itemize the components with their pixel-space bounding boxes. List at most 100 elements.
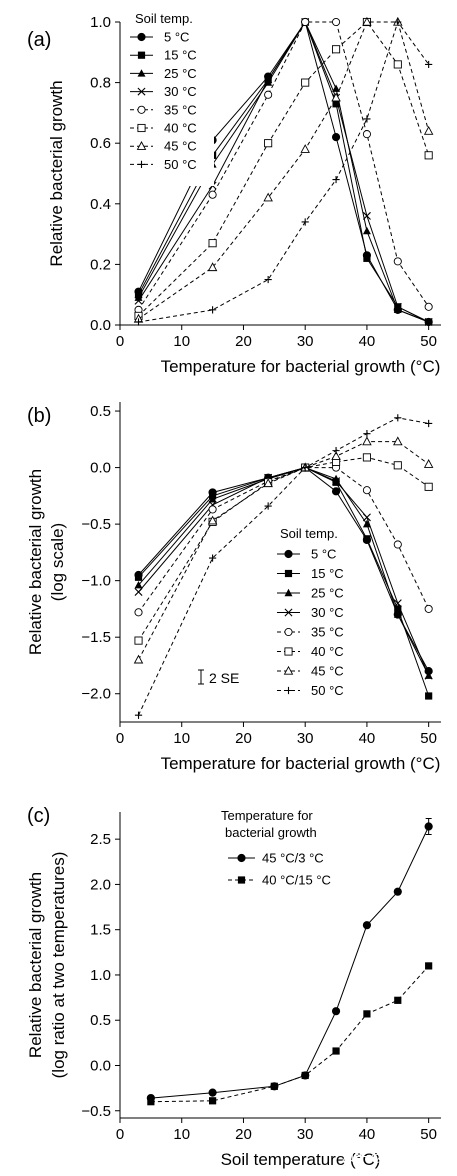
panel-b-data-point [423,459,434,468]
panel-b-data-point [133,654,144,664]
panel-b-data-point [424,671,433,680]
panel-a-x-axis-title: Temperature for bacterial growth (°C) [161,357,441,376]
panel-c-legend-title-2: bacterial growth [225,825,317,840]
panel-a-data-point [134,296,143,305]
panel-b-data-point [362,436,372,446]
panel-b-legend-entry: 50 °C [311,683,344,698]
panel-c-legend-bg [218,810,358,884]
panel-a-data-point [208,239,217,248]
panel-b-legend-entry: 5 °C [311,547,336,562]
panel-c-data-point [332,1047,340,1055]
panel-b-legend-marker [284,569,293,578]
panel-b-legend-marker [284,686,293,695]
panel-c-legend-marker [237,876,246,884]
panel-b-data-point [208,554,217,562]
panel-b-data-point [424,482,433,491]
panel-c-y-tick-label: 2.0 [90,876,111,893]
panel-b-legend-marker [284,647,293,656]
panel-b-data-point [208,505,217,514]
panel-b-data-point [394,414,402,422]
panel-b-y-tick-label: −1.0 [81,573,111,590]
panel-a-y-tick-label: 1.0 [90,14,111,31]
panel-a-data-point [264,139,273,148]
panel-c-data-point [147,1098,155,1106]
panel-c-y-tick-label: 1.0 [90,967,111,984]
panel-c-x-tick-label: 40 [359,1126,376,1143]
panel-c-y-tick-label: 1.5 [90,922,111,939]
panel-a-data-point [332,100,340,108]
panel-b-data-point [134,711,143,719]
panel-a-y-tick-label: 0.0 [90,317,111,334]
panel-b-x-tick-label: 20 [235,730,252,747]
panel-c-data-point [394,996,402,1004]
panel-b-data-point [362,513,371,522]
panel-b-legend-entry: 15 °C [311,566,344,581]
panel-a-y-tick-label: 0.6 [90,135,111,152]
panel-c-y-axis-title: Relative bacterial growth [26,872,45,1058]
panel-b-data-point [134,636,143,645]
panel-a-data-point [264,90,273,99]
panel-a-series-line [138,20,429,323]
panel-b-x-tick-label: 10 [173,730,190,747]
panel-b-data-point [134,608,143,617]
panel-a-legend-marker [137,51,146,59]
panel-b-series-line [138,467,430,676]
panel-a-data-point [362,226,371,235]
panel-c-y-tick-label: 0.0 [90,1057,111,1074]
panel-a-data-point [362,130,371,139]
panel-b-data-point [332,447,340,455]
panel-b-data-point [332,477,341,486]
panel-c-y-tick-label: 2.5 [90,831,111,848]
panel-b-group: (b) 0 10 20 30 40 50 −2.0 −1.5 −1.0 −0.5 0.0 0.5 Temp… [26,402,441,773]
panel-a-series-line [138,20,429,323]
panel-b-series-7 [134,414,433,719]
panel-b-data-point [393,436,403,446]
panel-b-data-point [331,487,341,496]
panel-c-data-point [393,887,402,896]
panel-b-data-point [264,502,272,510]
panel-b-data-point [263,478,273,488]
panel-b-series-line [138,417,429,716]
panel-a-series-7 [134,18,433,326]
panel-c-data-point [270,1082,278,1090]
panel-b-data-point [207,515,218,525]
panel-b-y-tick-label: −2.0 [81,686,111,703]
panel-a-data-point [332,17,341,27]
panel-b-data-point [393,461,402,470]
panel-c-series-line [150,826,430,1099]
panel-c-legend-entry: 45 °C/3 °C [262,851,324,866]
panel-c-series-line [150,965,430,1103]
panel-c-y-tick-label: 0.5 [90,1012,111,1029]
panel-b-legend-bg [270,525,354,711]
panel-a-data-point [362,211,371,220]
panel-b-data-point [362,453,371,462]
panel-a-legend-marker [137,69,146,77]
panel-c-x-tick-label: 10 [173,1126,190,1143]
panel-a-series-line [138,20,429,323]
panel-a-legend-entry: 50 °C [164,157,197,172]
panel-a-legend-entry: 35 °C [164,102,197,117]
panel-a-data-point [425,60,433,69]
panel-a-legend-entry: 25 °C [164,66,197,81]
panel-c-data-point [362,921,372,930]
panel-a-x-tick-label: 50 [420,333,437,350]
panel-b-se-bar [198,669,204,685]
panel-c-error-bar [425,817,432,835]
panel-b-legend-entry: 40 °C [311,644,344,659]
watermark-text: 知乎 @JinTao.Li [341,1149,436,1164]
panel-a-x-tick-label: 10 [173,333,190,350]
panel-a-data-point [264,75,273,84]
panel-a-series-line [138,20,429,323]
panel-a-data-point [394,18,402,26]
panel-b-data-point [134,573,143,581]
panel-b-data-point [393,610,402,618]
panel-a-data-point [332,84,341,92]
panel-b-data-point [424,604,433,613]
panel-a-data-point [424,151,433,160]
panel-c-legend-marker [237,853,246,863]
panel-a-legend-marker [137,123,146,133]
panel-a-series-line [138,21,430,320]
panel-a-series-line [138,20,430,323]
panel-b-y-tick-label: −0.5 [81,516,111,533]
panel-b-data-point [393,599,402,608]
